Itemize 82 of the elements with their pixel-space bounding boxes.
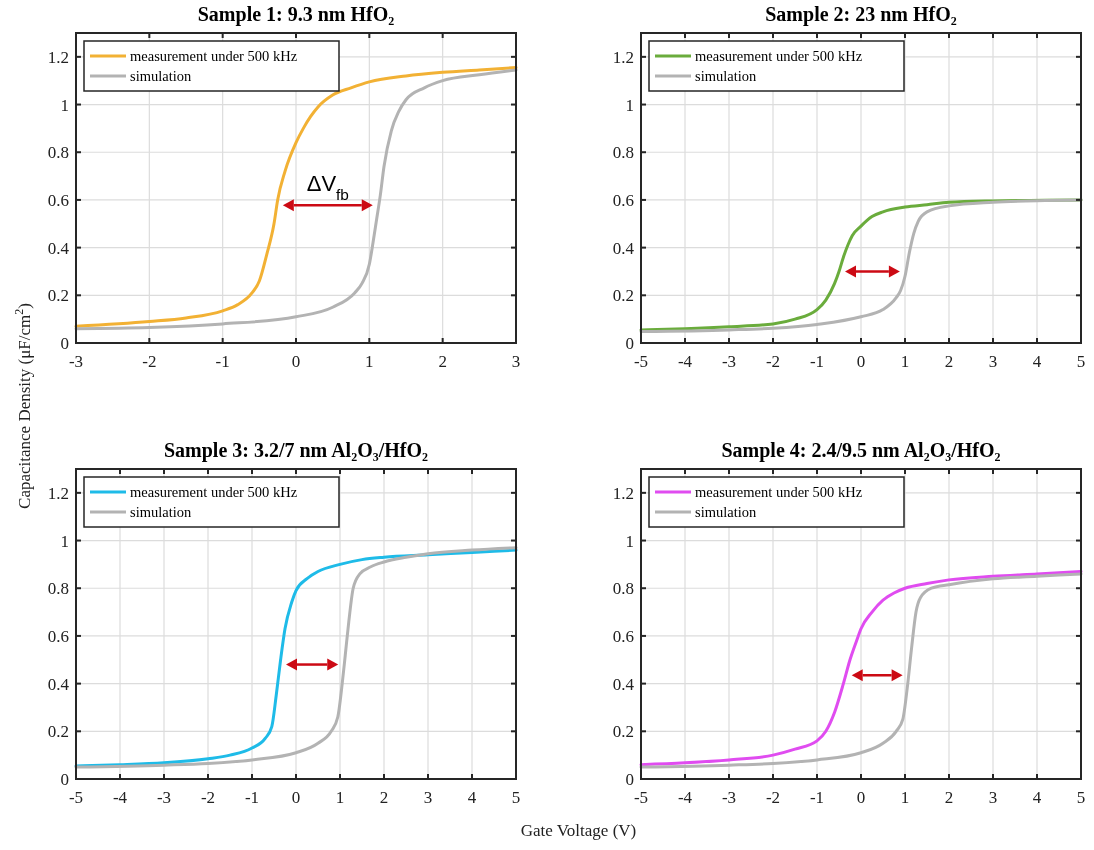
chart-title: Sample 1: 9.3 nm HfO₂ bbox=[197, 3, 395, 26]
x-tick-label: 5 bbox=[1076, 352, 1086, 371]
x-tick-label: 0 bbox=[291, 352, 301, 371]
x-tick-label: 2 bbox=[379, 788, 389, 807]
x-tick-label: 1 bbox=[900, 352, 910, 371]
x-tick-label: -5 bbox=[68, 788, 84, 807]
y-tick-label: 0 bbox=[60, 334, 69, 353]
legend-label: simulation bbox=[695, 504, 757, 520]
y-tick-label: 0.6 bbox=[47, 190, 69, 210]
x-tick-label: 5 bbox=[1076, 788, 1086, 807]
x-tick-label: -2 bbox=[200, 788, 216, 807]
x-tick-label: 1 bbox=[335, 788, 345, 807]
x-tick-label: 3 bbox=[988, 352, 998, 371]
chart-title: Sample 4: 2.4/9.5 nm Al₂O₃/HfO₂ bbox=[721, 439, 1001, 462]
x-tick-label: -4 bbox=[677, 352, 693, 371]
y-tick-label: 1 bbox=[625, 95, 634, 115]
x-axis-title: Gate Voltage (V) bbox=[520, 821, 637, 840]
x-tick-label: 5 bbox=[511, 788, 521, 807]
x-tick-label: 1 bbox=[365, 352, 374, 371]
y-tick-label: 0.4 bbox=[47, 238, 70, 258]
legend-label: simulation bbox=[695, 68, 757, 84]
y-tick-label: 0.4 bbox=[612, 674, 635, 694]
x-tick-label: 2 bbox=[944, 352, 954, 371]
x-tick-label: -5 bbox=[633, 352, 649, 371]
x-tick-label: -2 bbox=[142, 352, 157, 371]
y-tick-label: 0.8 bbox=[612, 143, 634, 163]
x-tick-label: -1 bbox=[809, 788, 825, 807]
x-tick-label: 4 bbox=[467, 788, 477, 807]
y-tick-label: 1 bbox=[60, 95, 69, 115]
x-tick-label: -1 bbox=[809, 352, 825, 371]
legend-label: simulation bbox=[130, 504, 192, 520]
y-tick-label: 0.6 bbox=[612, 190, 634, 210]
y-tick-label: 1 bbox=[60, 531, 69, 551]
x-tick-label: 0 bbox=[856, 788, 866, 807]
chart-title: Sample 3: 3.2/7 nm Al₂O₃/HfO₂ bbox=[163, 439, 429, 462]
x-tick-label: -1 bbox=[215, 352, 230, 371]
x-tick-label: 3 bbox=[423, 788, 433, 807]
y-tick-label: 0.8 bbox=[47, 579, 69, 599]
y-tick-label: 0.6 bbox=[612, 626, 634, 646]
y-tick-label: 0.4 bbox=[47, 674, 70, 694]
legend-label: measurement under 500 kHz bbox=[695, 484, 863, 500]
x-tick-label: 2 bbox=[438, 352, 447, 371]
x-tick-label: -4 bbox=[112, 788, 128, 807]
x-tick-label: -2 bbox=[765, 788, 781, 807]
x-tick-label: -3 bbox=[721, 352, 737, 371]
legend-label: measurement under 500 kHz bbox=[130, 48, 298, 64]
x-tick-label: -3 bbox=[156, 788, 172, 807]
annotation: ΔV$_{fb}$ bbox=[306, 171, 349, 203]
x-tick-label: 4 bbox=[1032, 788, 1042, 807]
x-tick-label: -1 bbox=[244, 788, 260, 807]
y-tick-label: 0 bbox=[625, 334, 634, 353]
y-tick-label: 0.2 bbox=[612, 722, 634, 742]
x-tick-label: 3 bbox=[988, 788, 998, 807]
y-tick-label: 0 bbox=[60, 770, 69, 789]
x-tick-label: 0 bbox=[291, 788, 301, 807]
x-tick-label: -2 bbox=[765, 352, 781, 371]
y-tick-label: 0.2 bbox=[612, 286, 634, 306]
x-tick-label: -5 bbox=[633, 788, 649, 807]
y-tick-label: 0.2 bbox=[47, 722, 69, 742]
x-tick-label: -3 bbox=[68, 352, 84, 371]
y-tick-label: 0 bbox=[625, 770, 634, 789]
legend-label: measurement under 500 kHz bbox=[130, 484, 298, 500]
x-tick-label: 1 bbox=[900, 788, 910, 807]
y-tick-label: 1.2 bbox=[612, 483, 634, 503]
legend-label: measurement under 500 kHz bbox=[695, 48, 863, 64]
y-tick-label: 1 bbox=[625, 531, 634, 551]
x-tick-label: 2 bbox=[944, 788, 954, 807]
y-tick-label: 0.2 bbox=[47, 286, 69, 306]
x-tick-label: -3 bbox=[721, 788, 737, 807]
y-tick-label: 0.8 bbox=[612, 579, 634, 599]
x-tick-label: 0 bbox=[856, 352, 866, 371]
legend-label: simulation bbox=[130, 68, 192, 84]
x-tick-label: -4 bbox=[677, 788, 693, 807]
y-tick-label: 1.2 bbox=[47, 47, 69, 67]
chart-title: Sample 2: 23 nm HfO₂ bbox=[765, 3, 957, 26]
y-tick-label: 0.4 bbox=[612, 238, 635, 258]
y-tick-label: 1.2 bbox=[612, 47, 634, 67]
y-tick-label: 0.6 bbox=[47, 626, 69, 646]
x-tick-label: 4 bbox=[1032, 352, 1042, 371]
y-tick-label: 1.2 bbox=[47, 483, 69, 503]
x-tick-label: 3 bbox=[511, 352, 521, 371]
y-tick-label: 0.8 bbox=[47, 143, 69, 163]
